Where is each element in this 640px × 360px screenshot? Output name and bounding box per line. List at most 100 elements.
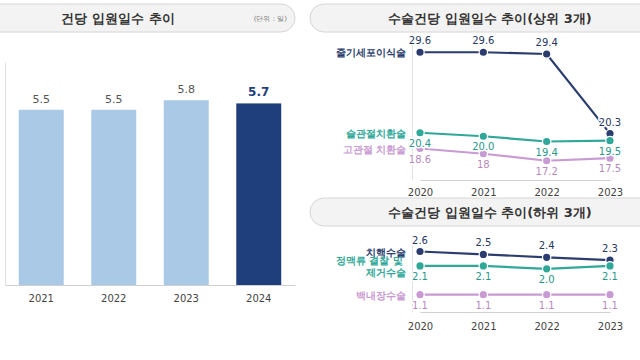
x-tick: 2021 (471, 180, 496, 198)
data-label: 2.6 (412, 235, 428, 246)
series-point (416, 48, 424, 56)
series-line (420, 252, 610, 261)
x-tick: 2022 (534, 312, 559, 332)
x-tick: 2021 (29, 285, 54, 304)
series-name-line: 정맥류 결찰 및 (336, 255, 406, 266)
x-tick-label: 2021 (471, 321, 496, 332)
x-tick-label: 2020 (408, 321, 433, 332)
data-label: 2.0 (539, 274, 555, 285)
x-tick-label: 2021 (29, 293, 54, 304)
x-tick-label: 2022 (534, 187, 559, 198)
series-point (479, 262, 487, 270)
line-chart: 수술건당 입원일수 추이(하위 3개)20202021202220232.62.… (310, 198, 640, 332)
series-point (479, 291, 487, 299)
series-point (416, 129, 424, 137)
x-tick-label: 2023 (598, 187, 623, 198)
series-line (420, 149, 610, 161)
x-tick: 2020 (408, 180, 433, 198)
series-line (420, 266, 610, 269)
x-axis-line (421, 180, 611, 181)
data-label: 2.1 (412, 271, 428, 282)
bar (164, 100, 209, 285)
bar (91, 110, 136, 285)
data-label: 2.4 (539, 240, 555, 251)
x-tick-label: 2022 (534, 321, 559, 332)
x-tick: 2023 (598, 180, 623, 198)
series-point (416, 247, 424, 255)
x-tick-label: 2022 (101, 293, 126, 304)
x-axis-line (6, 285, 296, 286)
bar-chart: 건당 입원일수 추이 (단위 : 일) 2021 2022 2023 2024 5.5 5.5… (0, 4, 296, 304)
series-names: 줄기세포이식술슬관절치환술고관절 치환술 (336, 47, 406, 154)
bar (19, 110, 64, 285)
title-box (310, 198, 640, 226)
data-label: 20.3 (599, 117, 621, 128)
series-point (542, 157, 550, 165)
data-label: 18.6 (409, 154, 431, 165)
data-label: 5.8 (178, 83, 196, 96)
data-label: 1.1 (539, 300, 555, 311)
data-label: 1.1 (475, 300, 491, 311)
series-point (606, 291, 614, 299)
data-label: 29.6 (409, 35, 431, 46)
x-tick: 2021 (471, 312, 496, 332)
series-name-line: 제거수술 (365, 267, 406, 278)
data-label: 5.7 (248, 85, 269, 99)
x-axis-line (421, 312, 611, 313)
series-point (479, 132, 487, 140)
data-label: 19.4 (536, 147, 558, 158)
data-label: 19.5 (599, 146, 621, 157)
x-tick: 2023 (598, 312, 623, 332)
series-line (420, 133, 610, 142)
data-label: 1.1 (602, 300, 618, 311)
series-point (542, 265, 550, 273)
data-label: 2.1 (475, 271, 491, 282)
x-axis: 2020 2021 2022 2023 (408, 180, 623, 198)
data-label: 2.5 (475, 237, 491, 248)
bars (19, 100, 281, 285)
series-name: 고관절 치환술 (343, 144, 406, 155)
chart-subtitle: (단위 : 일) (254, 15, 288, 23)
series-marks (416, 48, 614, 165)
series-point (542, 253, 550, 261)
data-label: 2.3 (602, 243, 618, 254)
bar (236, 103, 281, 285)
y-axis (5, 63, 6, 286)
y-axis-line (5, 63, 6, 286)
series-name: 슬관절치환술 (346, 128, 406, 139)
x-tick-label: 2024 (246, 293, 271, 304)
data-label: 29.6 (472, 35, 494, 46)
data-label: 20.0 (472, 141, 494, 152)
title-box (310, 4, 640, 32)
data-label: 5.5 (33, 93, 51, 106)
data-label: 5.5 (105, 93, 123, 106)
x-tick-label: 2021 (471, 187, 496, 198)
chart-title: 수술건당 입원일수 추이(상위 3개) (388, 11, 592, 26)
series-point (542, 50, 550, 58)
data-label: 20.4 (409, 138, 431, 149)
data-label: 18 (477, 159, 490, 170)
series-line (420, 52, 610, 133)
data-labels: 29.6 29.6 29.4 20.3 20.4 20.0 19.4 19.5 18.6 18 17… (409, 35, 621, 177)
data-labels: 2.62.52.42.32.12.12.02.11.11.11.11.1 (412, 235, 618, 311)
x-tick: 2022 (101, 285, 126, 304)
data-label: 17.5 (599, 163, 621, 174)
series-point (479, 250, 487, 258)
series-line (420, 294, 610, 296)
series-point (606, 136, 614, 144)
series-point (416, 262, 424, 270)
data-label: 29.4 (536, 37, 558, 48)
x-axis: 2020 2021 2022 2023 (408, 312, 623, 332)
series-point (542, 137, 550, 145)
canvas: 건당 입원일수 추이 (단위 : 일) 2021 2022 2023 2024 5.5 5.5… (0, 0, 640, 360)
x-tick-label: 2023 (174, 293, 199, 304)
chart-title: 건당 입원일수 추이 (61, 11, 174, 26)
title-box (0, 4, 295, 32)
series-point (542, 291, 550, 299)
data-label: 2.1 (602, 271, 618, 282)
x-axis: 2021 2022 2023 2024 (6, 285, 296, 304)
series-name: 정맥류 결찰 및 제거수술 (336, 255, 406, 278)
x-tick-label: 2020 (408, 187, 433, 198)
series-name: 줄기세포이식술 (336, 47, 406, 58)
series-point (479, 48, 487, 56)
